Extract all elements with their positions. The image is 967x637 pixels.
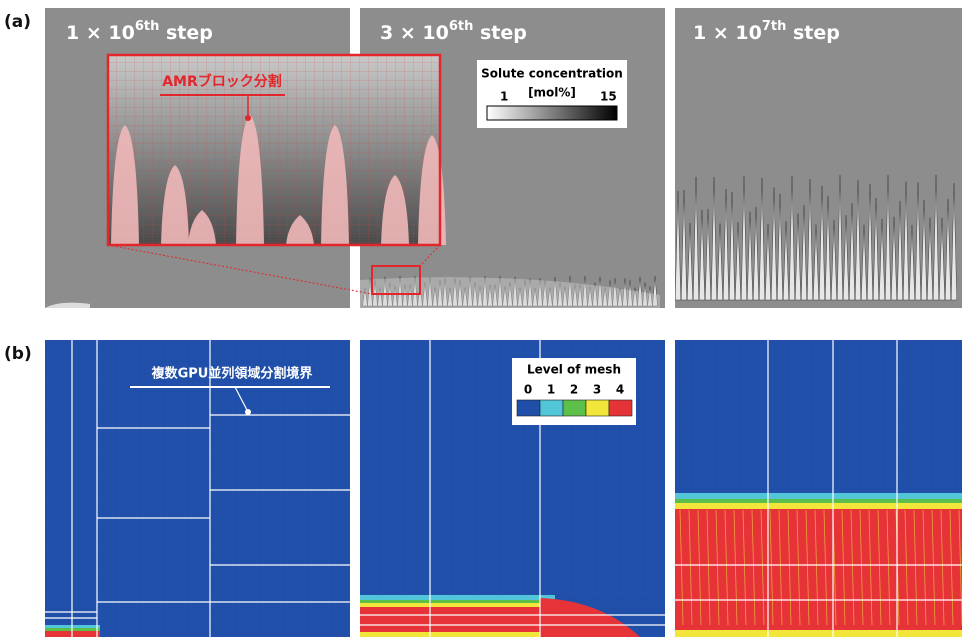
title-base: 1 × 10 xyxy=(693,22,762,44)
mesh xyxy=(45,340,350,637)
colorbar-max: 15 xyxy=(600,90,617,104)
panel-label: (b) xyxy=(4,344,32,364)
legend-level: 4 xyxy=(616,383,624,397)
title-base: 1 × 10 xyxy=(66,22,135,44)
colorbar-min: 1 xyxy=(500,90,508,104)
pointer-dot xyxy=(245,409,251,415)
legend-title: Level of mesh xyxy=(527,363,621,377)
legend-swatch xyxy=(609,400,632,416)
legend-level: 1 xyxy=(547,383,555,397)
title-sup: 6th xyxy=(449,19,474,34)
colorbar-unit: [mol%] xyxy=(528,86,576,100)
legend-swatch xyxy=(586,400,609,416)
boundary-label: 複数GPU並列領域分割境界 xyxy=(151,366,313,382)
title-sup: 6th xyxy=(135,19,160,34)
figure: (a) (b) AMRブロック分割1 × 106th step3 × 106th… xyxy=(0,0,967,637)
title-sup: 7th xyxy=(762,19,787,34)
title-tail: step xyxy=(786,22,840,44)
legend-swatch xyxy=(563,400,586,416)
inset-label: AMRブロック分割 xyxy=(162,73,282,90)
legend-swatch xyxy=(517,400,540,416)
legend-level: 0 xyxy=(524,383,532,397)
pointer-dot xyxy=(245,115,251,121)
title-tail: step xyxy=(473,22,527,44)
page: {"panels": { "a": {"label": "(a)", "titl… xyxy=(0,0,967,637)
title-base: 3 × 10 xyxy=(380,22,449,44)
title-tail: step xyxy=(159,22,213,44)
legend-swatch xyxy=(540,400,563,416)
panel-label: (a) xyxy=(4,12,31,32)
mesh-region xyxy=(675,509,962,630)
legend-level: 2 xyxy=(570,383,578,397)
colorbar xyxy=(487,106,617,120)
legend-level: 3 xyxy=(593,383,601,397)
colorbar-title: Solute concentration xyxy=(481,67,623,81)
